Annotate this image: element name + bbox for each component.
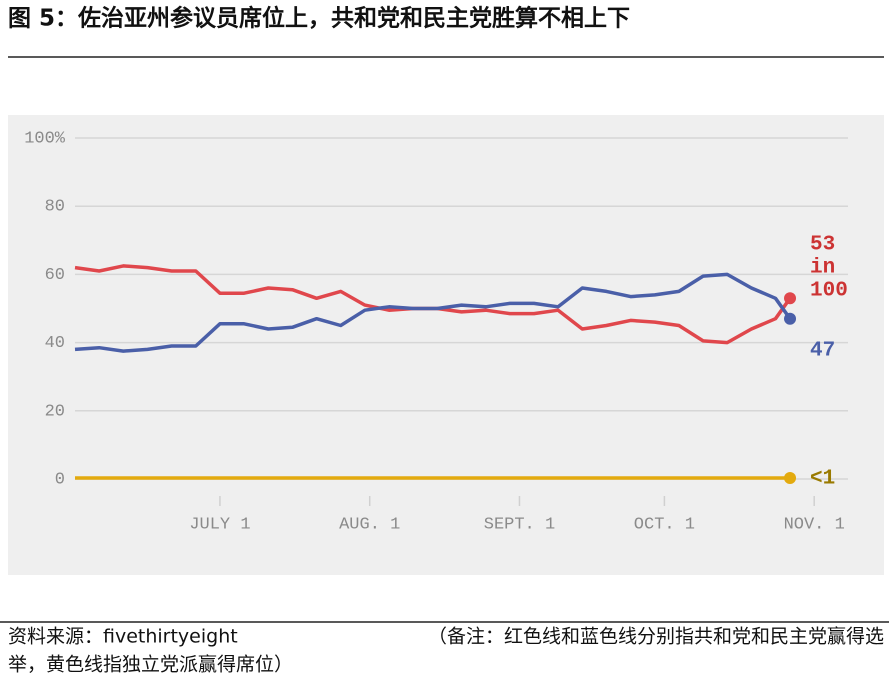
x-tick-label: JULY 1 xyxy=(189,515,250,534)
end-label: 47 xyxy=(810,339,835,362)
figure-title: 图 5：佐治亚州参议员席位上，共和党和民主党胜算不相上下 xyxy=(8,5,630,32)
end-marker xyxy=(784,471,797,484)
end-marker xyxy=(784,312,797,325)
end-label: <1 xyxy=(810,468,835,491)
y-tick-label: 60 xyxy=(45,266,65,285)
y-tick-label: 0 xyxy=(55,470,65,489)
note: （备注：红色线和蓝色线分别指共和党和民主党赢得选 xyxy=(428,626,884,648)
note: 举，黄色线指独立党派赢得席位） xyxy=(8,654,293,676)
y-tick-label: 20 xyxy=(45,402,65,421)
x-tick-label: SEPT. 1 xyxy=(484,515,555,534)
source: 资料来源：fivethirtyeight xyxy=(8,626,238,648)
x-tick-label: OCT. 1 xyxy=(634,515,695,534)
end-label: 53 in 100 xyxy=(810,233,848,302)
chart-background xyxy=(8,115,884,575)
x-tick-label: NOV. 1 xyxy=(784,515,845,534)
y-tick-label: 40 xyxy=(45,334,65,353)
series-line xyxy=(74,272,792,353)
y-tick-label: 80 xyxy=(45,198,65,217)
y-tick-label: 100% xyxy=(24,129,66,148)
x-tick-label: AUG. 1 xyxy=(339,515,400,534)
end-marker xyxy=(784,292,797,305)
plot: 0 20 40 60 80 100% JULY 1 AUG. 1 SEPT. 1 OCT. 1 NO… xyxy=(24,129,848,534)
